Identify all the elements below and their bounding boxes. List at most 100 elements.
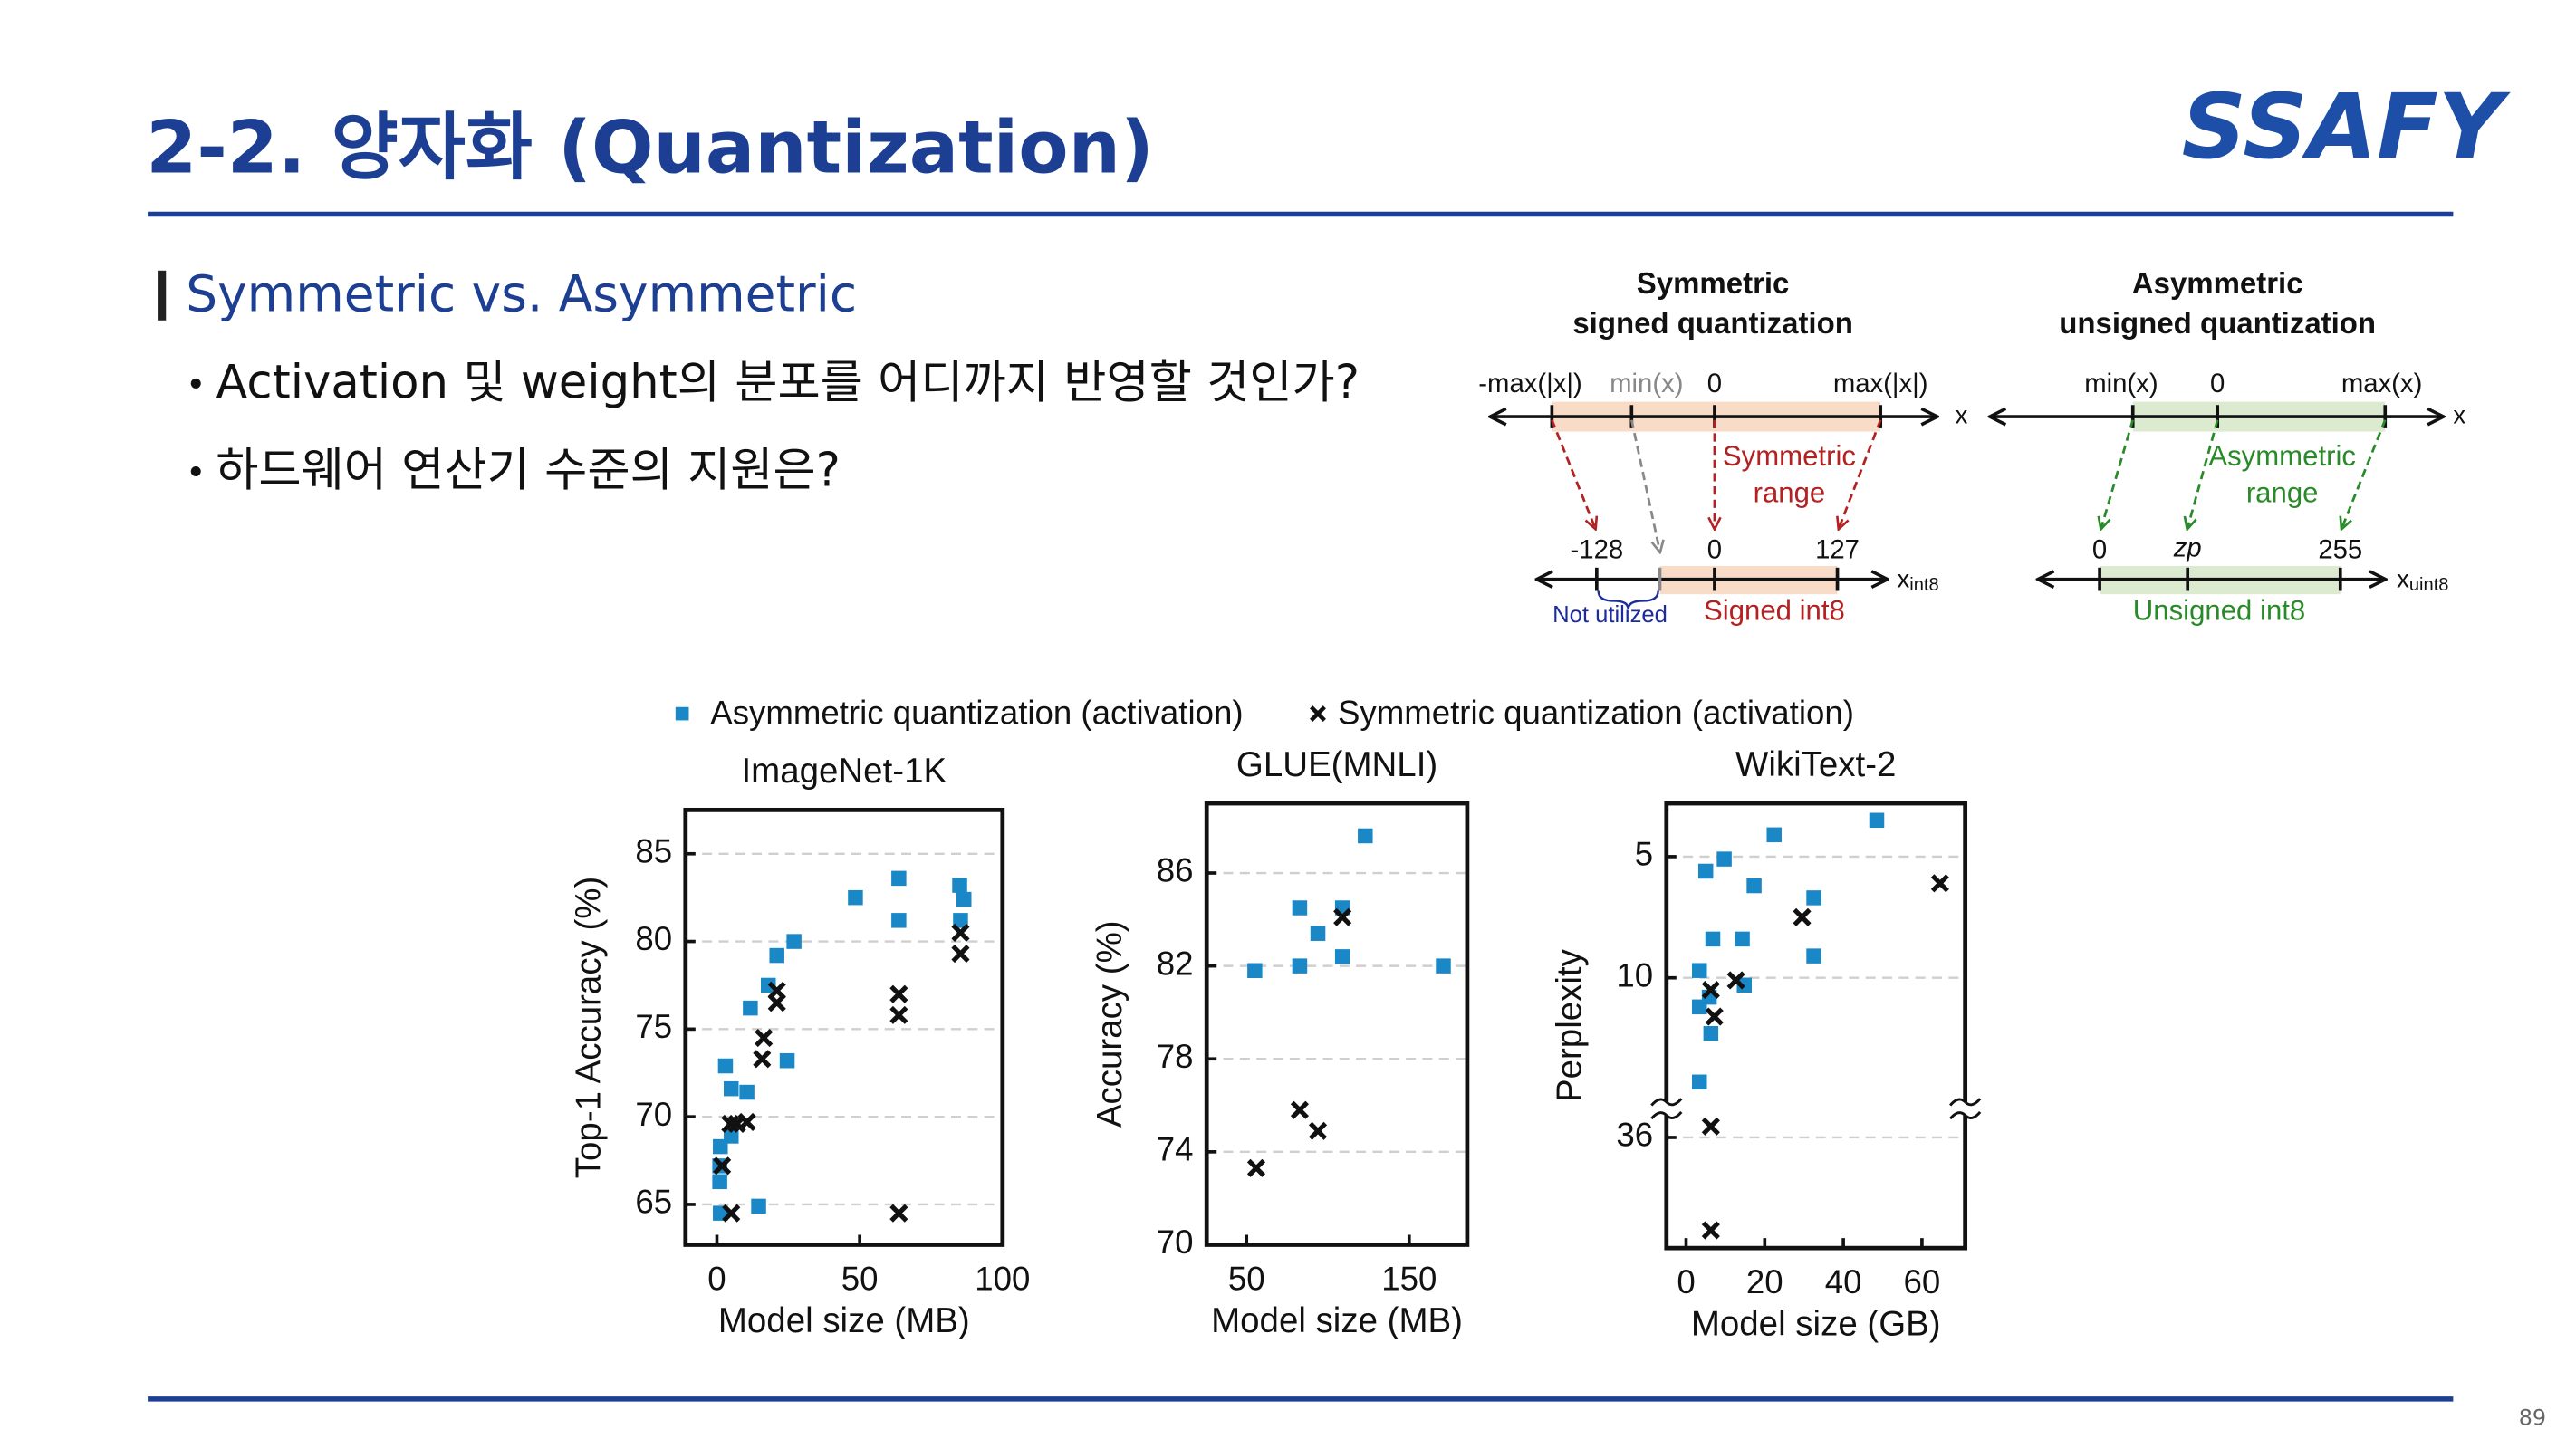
- y-tick-label: 82: [1157, 945, 1194, 982]
- point: [1292, 958, 1308, 974]
- x-tick-label: 50: [841, 1260, 879, 1297]
- point: [767, 993, 786, 1012]
- axis-name: xuint8: [2397, 565, 2448, 596]
- y-tick-label: 86: [1157, 852, 1194, 889]
- symmetric-diagram: Symmetric signed quantization -max(|x|) …: [1478, 266, 1967, 628]
- chart-title: GLUE(MNLI): [1236, 745, 1437, 784]
- point: [1705, 1007, 1724, 1026]
- x-tick-label: 60: [1904, 1263, 1941, 1300]
- range-label: range: [1754, 476, 1826, 508]
- bullet-dot: [190, 378, 201, 389]
- point: [951, 923, 970, 942]
- point: [769, 947, 784, 964]
- plot-frame: [1664, 801, 1968, 1251]
- axis-break: [1949, 1098, 1982, 1120]
- legend-marker: [1310, 705, 1326, 723]
- point: [1246, 1158, 1266, 1177]
- point: [1735, 931, 1750, 947]
- y-tick-label: 70: [635, 1096, 672, 1133]
- bullet: Activation 및 weight의 분포를 어디까지 반영할 것인가?: [216, 355, 1360, 409]
- x-tick-label: 20: [1746, 1263, 1783, 1300]
- point: [753, 1050, 772, 1069]
- point: [1247, 963, 1263, 979]
- point: [1701, 1221, 1720, 1240]
- point: [953, 913, 968, 928]
- point: [1310, 926, 1326, 941]
- point: [952, 878, 967, 893]
- axis-name: x: [2453, 400, 2465, 428]
- axis-label: max(|x|): [1833, 369, 1928, 398]
- point: [1736, 977, 1752, 993]
- point: [1692, 1074, 1707, 1090]
- point: [751, 1198, 766, 1214]
- point: [1705, 931, 1721, 947]
- diagram-title: Symmetric: [1637, 266, 1790, 300]
- chart-title: WikiText-2: [1735, 745, 1896, 784]
- axis-label: 0: [2210, 369, 2225, 398]
- range-label: Symmetric: [1723, 440, 1856, 472]
- x-axis-label: Model size (MB): [1211, 1301, 1463, 1340]
- heading-bar: [158, 270, 167, 321]
- y-tick-label: 10: [1616, 956, 1653, 993]
- point: [743, 1000, 758, 1016]
- slide-title: 2-2. 양자화 (Quantization): [146, 106, 1154, 191]
- point: [956, 891, 972, 907]
- x-tick-label: 100: [975, 1260, 1030, 1297]
- point: [1746, 878, 1762, 894]
- point: [951, 945, 970, 964]
- point: [1726, 971, 1745, 990]
- point: [1334, 949, 1350, 964]
- asymmetric-diagram: Asymmetric unsigned quantization min(x) …: [1992, 266, 2465, 627]
- page-number: 89: [2519, 1405, 2546, 1430]
- axis-name-main: x: [2397, 565, 2409, 593]
- point: [1701, 981, 1720, 1000]
- axis-label: 127: [1815, 534, 1860, 564]
- point: [889, 1005, 908, 1024]
- legend-label: Symmetric quantization (activation): [1338, 695, 1854, 732]
- point: [1436, 958, 1451, 974]
- y-axis-label: Accuracy (%): [1091, 920, 1129, 1128]
- legend-label: Asymmetric quantization (activation): [710, 695, 1243, 732]
- point: [891, 913, 907, 928]
- y-tick-label: 80: [635, 920, 672, 957]
- point: [1806, 890, 1821, 906]
- point: [721, 1114, 740, 1133]
- int-label: Unsigned int8: [2133, 595, 2305, 627]
- axis-name-sub: uint8: [2409, 575, 2449, 595]
- x-axis-label: Model size (GB): [1691, 1304, 1941, 1343]
- axis-label: 0: [1707, 534, 1722, 564]
- point: [724, 1128, 739, 1144]
- legend-marker: [675, 706, 689, 721]
- point: [1692, 963, 1707, 978]
- y-tick-label: 36: [1616, 1117, 1653, 1154]
- x-tick-label: 150: [1381, 1260, 1437, 1297]
- point: [1930, 874, 1949, 893]
- x-tick-label: 40: [1825, 1263, 1862, 1300]
- point: [755, 1028, 774, 1048]
- point: [1703, 1026, 1719, 1041]
- brace: [1597, 590, 1659, 609]
- axis-name: xint8: [1898, 565, 1939, 596]
- diagram-title: Asymmetric: [2132, 266, 2303, 300]
- point: [712, 1174, 727, 1190]
- y-tick-label: 5: [1635, 836, 1653, 873]
- point: [848, 889, 863, 906]
- y-axis-label: Top-1 Accuracy (%): [570, 877, 609, 1179]
- logo: SSAFY: [2182, 75, 2512, 179]
- point: [1869, 812, 1885, 829]
- point: [1333, 907, 1352, 926]
- point: [889, 1204, 908, 1223]
- point: [737, 1112, 756, 1132]
- point: [786, 934, 802, 949]
- point: [891, 870, 907, 887]
- diagram-title: signed quantization: [1572, 306, 1853, 340]
- point: [1766, 827, 1782, 843]
- point: [889, 984, 908, 1003]
- axis-name-sub: int8: [1909, 575, 1938, 595]
- plot-frame: [683, 807, 1005, 1247]
- y-tick-label: 85: [635, 832, 672, 869]
- axis-label: -max(|x|): [1478, 369, 1581, 398]
